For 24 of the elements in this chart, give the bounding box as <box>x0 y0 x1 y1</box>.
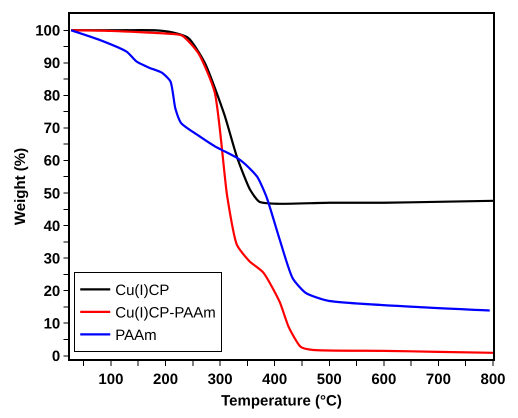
y-tick-label: 20 <box>44 282 60 300</box>
y-tick-label: 50 <box>44 185 60 202</box>
legend-label: Cu(I)CP <box>115 282 170 300</box>
y-axis-title: Weight (%) <box>12 148 29 226</box>
legend-label: PAAm <box>115 327 157 344</box>
x-tick-label: 600 <box>371 370 396 388</box>
x-tick-label: 100 <box>98 370 124 388</box>
y-tick-label: 60 <box>44 152 60 170</box>
x-tick-label: 800 <box>480 370 506 388</box>
legend-label: Cu(I)CP-PAAm <box>115 304 216 322</box>
y-tick-label: 40 <box>44 218 60 235</box>
x-tick-label: 300 <box>208 370 233 388</box>
x-tick-label: 500 <box>316 370 342 388</box>
y-tick-label: 90 <box>44 55 60 72</box>
x-tick-label: 200 <box>153 370 178 388</box>
y-tick-label: 10 <box>44 315 60 332</box>
y-tick-label: 80 <box>44 88 60 105</box>
x-tick-label: 700 <box>426 370 451 388</box>
x-axis-title: Temperature (°C) <box>221 392 342 410</box>
y-tick-label: 0 <box>52 348 60 365</box>
y-tick-label: 100 <box>35 22 60 40</box>
y-tick-label: 30 <box>44 250 60 268</box>
y-tick-label: 70 <box>44 120 60 138</box>
x-tick-label: 400 <box>262 370 288 388</box>
